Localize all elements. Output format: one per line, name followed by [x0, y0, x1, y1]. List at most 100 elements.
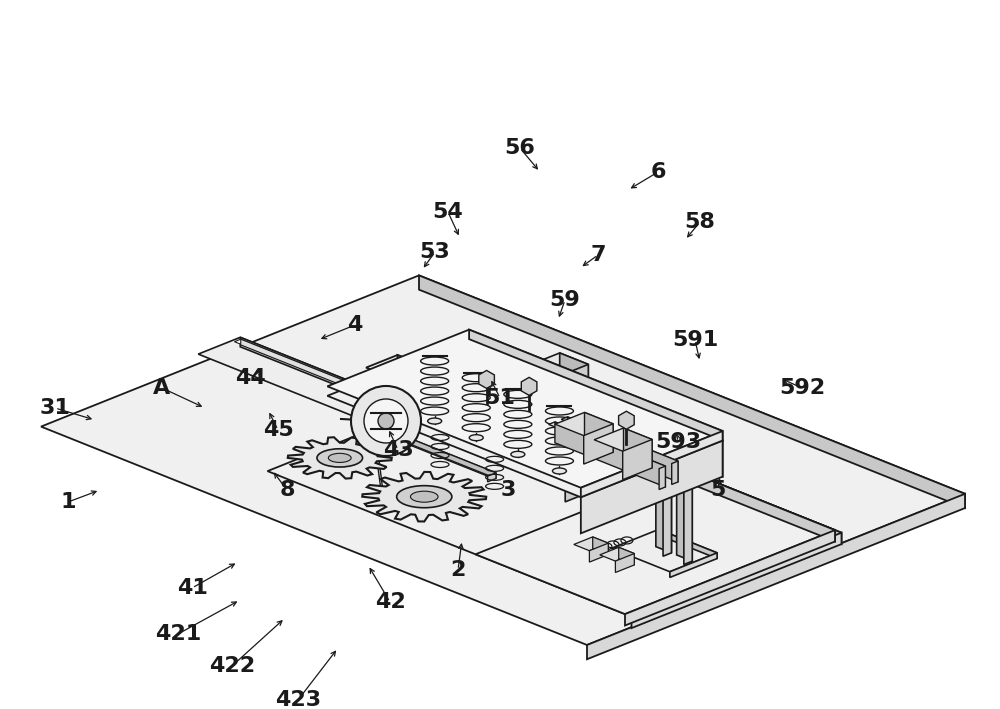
- Text: 593: 593: [655, 432, 701, 452]
- Polygon shape: [240, 337, 416, 417]
- Circle shape: [378, 413, 394, 429]
- Polygon shape: [623, 440, 652, 480]
- Ellipse shape: [552, 468, 566, 474]
- Text: 54: 54: [433, 202, 463, 222]
- Polygon shape: [584, 424, 613, 464]
- Polygon shape: [41, 275, 965, 645]
- Polygon shape: [537, 353, 588, 374]
- Text: 4: 4: [347, 315, 363, 335]
- Polygon shape: [555, 422, 665, 487]
- Polygon shape: [362, 472, 486, 522]
- Polygon shape: [619, 547, 634, 565]
- Polygon shape: [364, 423, 496, 476]
- Text: 5: 5: [710, 480, 726, 500]
- Ellipse shape: [328, 453, 351, 462]
- Polygon shape: [268, 387, 842, 617]
- Polygon shape: [234, 339, 411, 410]
- Polygon shape: [555, 413, 613, 435]
- Text: 43: 43: [383, 440, 413, 460]
- Text: A: A: [153, 378, 171, 398]
- Polygon shape: [398, 355, 430, 427]
- Polygon shape: [327, 339, 723, 497]
- Text: 53: 53: [420, 242, 450, 262]
- Polygon shape: [611, 530, 717, 571]
- Polygon shape: [656, 442, 671, 553]
- Text: 6: 6: [650, 162, 666, 182]
- Polygon shape: [478, 387, 842, 544]
- Polygon shape: [659, 530, 717, 559]
- Polygon shape: [574, 537, 608, 551]
- Polygon shape: [624, 428, 652, 468]
- Polygon shape: [198, 337, 416, 424]
- Ellipse shape: [469, 435, 483, 441]
- Polygon shape: [632, 532, 842, 628]
- Polygon shape: [405, 407, 411, 415]
- Text: 8: 8: [279, 480, 295, 500]
- Polygon shape: [668, 450, 692, 460]
- Text: 42: 42: [375, 592, 405, 612]
- Polygon shape: [398, 368, 430, 440]
- Polygon shape: [241, 339, 411, 413]
- Polygon shape: [659, 466, 665, 489]
- Polygon shape: [366, 355, 430, 381]
- Text: 56: 56: [505, 138, 535, 158]
- Ellipse shape: [428, 418, 442, 424]
- Polygon shape: [568, 417, 678, 482]
- Polygon shape: [372, 423, 496, 479]
- Polygon shape: [684, 457, 692, 564]
- Polygon shape: [600, 547, 634, 561]
- Polygon shape: [565, 364, 588, 502]
- Polygon shape: [594, 428, 652, 451]
- Polygon shape: [647, 442, 671, 452]
- Polygon shape: [589, 543, 608, 562]
- Polygon shape: [419, 275, 965, 508]
- Polygon shape: [672, 461, 678, 484]
- Text: 1: 1: [60, 492, 76, 512]
- Text: 31: 31: [40, 398, 70, 418]
- Ellipse shape: [397, 486, 452, 508]
- Text: 421: 421: [155, 624, 201, 644]
- Text: 44: 44: [235, 368, 265, 388]
- Polygon shape: [625, 530, 835, 625]
- Polygon shape: [670, 553, 717, 577]
- Polygon shape: [469, 339, 723, 476]
- Polygon shape: [549, 422, 665, 469]
- Polygon shape: [587, 493, 965, 659]
- Text: 59: 59: [550, 290, 580, 310]
- Ellipse shape: [410, 491, 438, 502]
- Text: 422: 422: [209, 656, 255, 676]
- Polygon shape: [656, 435, 692, 457]
- Text: 45: 45: [263, 420, 293, 440]
- Text: 41: 41: [177, 578, 207, 598]
- Polygon shape: [561, 417, 678, 464]
- Polygon shape: [469, 330, 723, 440]
- Polygon shape: [327, 330, 723, 488]
- Polygon shape: [560, 353, 588, 493]
- Polygon shape: [584, 413, 613, 452]
- Polygon shape: [374, 408, 416, 434]
- Polygon shape: [686, 470, 835, 542]
- Text: 51: 51: [485, 388, 515, 408]
- Text: 58: 58: [685, 212, 715, 232]
- Polygon shape: [581, 440, 723, 533]
- Text: 591: 591: [672, 330, 718, 350]
- Polygon shape: [288, 437, 392, 479]
- Polygon shape: [615, 554, 634, 572]
- Text: 2: 2: [450, 560, 466, 580]
- Text: 3: 3: [500, 480, 516, 500]
- Polygon shape: [677, 450, 692, 562]
- Polygon shape: [488, 473, 496, 482]
- Polygon shape: [626, 435, 692, 461]
- Polygon shape: [663, 449, 692, 469]
- Polygon shape: [663, 448, 671, 557]
- Ellipse shape: [511, 452, 525, 457]
- Ellipse shape: [317, 449, 363, 467]
- Text: 592: 592: [779, 378, 825, 398]
- Text: 423: 423: [275, 690, 321, 709]
- Polygon shape: [593, 537, 608, 554]
- Polygon shape: [476, 470, 835, 614]
- Text: 7: 7: [590, 245, 606, 265]
- Polygon shape: [581, 431, 723, 497]
- Circle shape: [364, 399, 408, 443]
- Circle shape: [351, 386, 421, 456]
